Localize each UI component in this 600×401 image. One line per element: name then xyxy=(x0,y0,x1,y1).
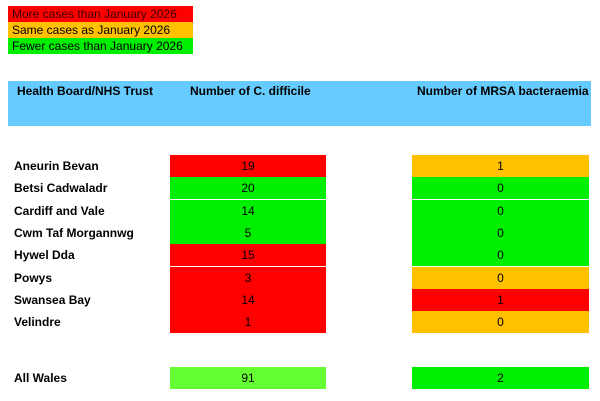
header-mrsa: Number of MRSA bacteraemia xyxy=(417,84,589,98)
row-label: Powys xyxy=(14,267,52,289)
cdifficile-cell: 1 xyxy=(170,311,326,333)
cdifficile-cell: 3 xyxy=(170,267,326,289)
total-row-label: All Wales xyxy=(14,367,67,389)
mrsa-cell: 1 xyxy=(412,155,589,177)
cdifficile-cell: 19 xyxy=(170,155,326,177)
legend-same-cases: Same cases as January 2026 xyxy=(8,22,193,38)
row-label: Aneurin Bevan xyxy=(14,155,99,177)
mrsa-cell: 0 xyxy=(412,200,589,222)
cdifficile-cell: 14 xyxy=(170,289,326,311)
mrsa-cell: 0 xyxy=(412,222,589,244)
mrsa-cell: 0 xyxy=(412,244,589,266)
row-label: Cwm Taf Morgannwg xyxy=(14,222,134,244)
row-label: Cardiff and Vale xyxy=(14,200,105,222)
cdifficile-cell: 20 xyxy=(170,177,326,199)
cdifficile-cell: 5 xyxy=(170,222,326,244)
row-label: Hywel Dda xyxy=(14,244,75,266)
mrsa-cell: 0 xyxy=(412,311,589,333)
cdifficile-cell: 15 xyxy=(170,244,326,266)
row-label: Betsi Cadwaladr xyxy=(14,177,107,199)
total-cdifficile-cell: 91 xyxy=(170,367,326,389)
table-header: Health Board/NHS Trust Number of C. diff… xyxy=(8,81,591,126)
legend-fewer-cases: Fewer cases than January 2026 xyxy=(8,38,193,54)
mrsa-cell: 0 xyxy=(412,177,589,199)
mrsa-cell: 1 xyxy=(412,289,589,311)
header-cdifficile: Number of C. difficile xyxy=(190,84,311,98)
cdifficile-cell: 14 xyxy=(170,200,326,222)
header-health-board: Health Board/NHS Trust xyxy=(17,84,153,98)
legend-more-cases: More cases than January 2026 xyxy=(8,6,193,22)
total-mrsa-cell: 2 xyxy=(412,367,589,389)
legend: More cases than January 2026 Same cases … xyxy=(8,6,193,54)
mrsa-cell: 0 xyxy=(412,267,589,289)
row-label: Swansea Bay xyxy=(14,289,91,311)
row-label: Velindre xyxy=(14,311,61,333)
